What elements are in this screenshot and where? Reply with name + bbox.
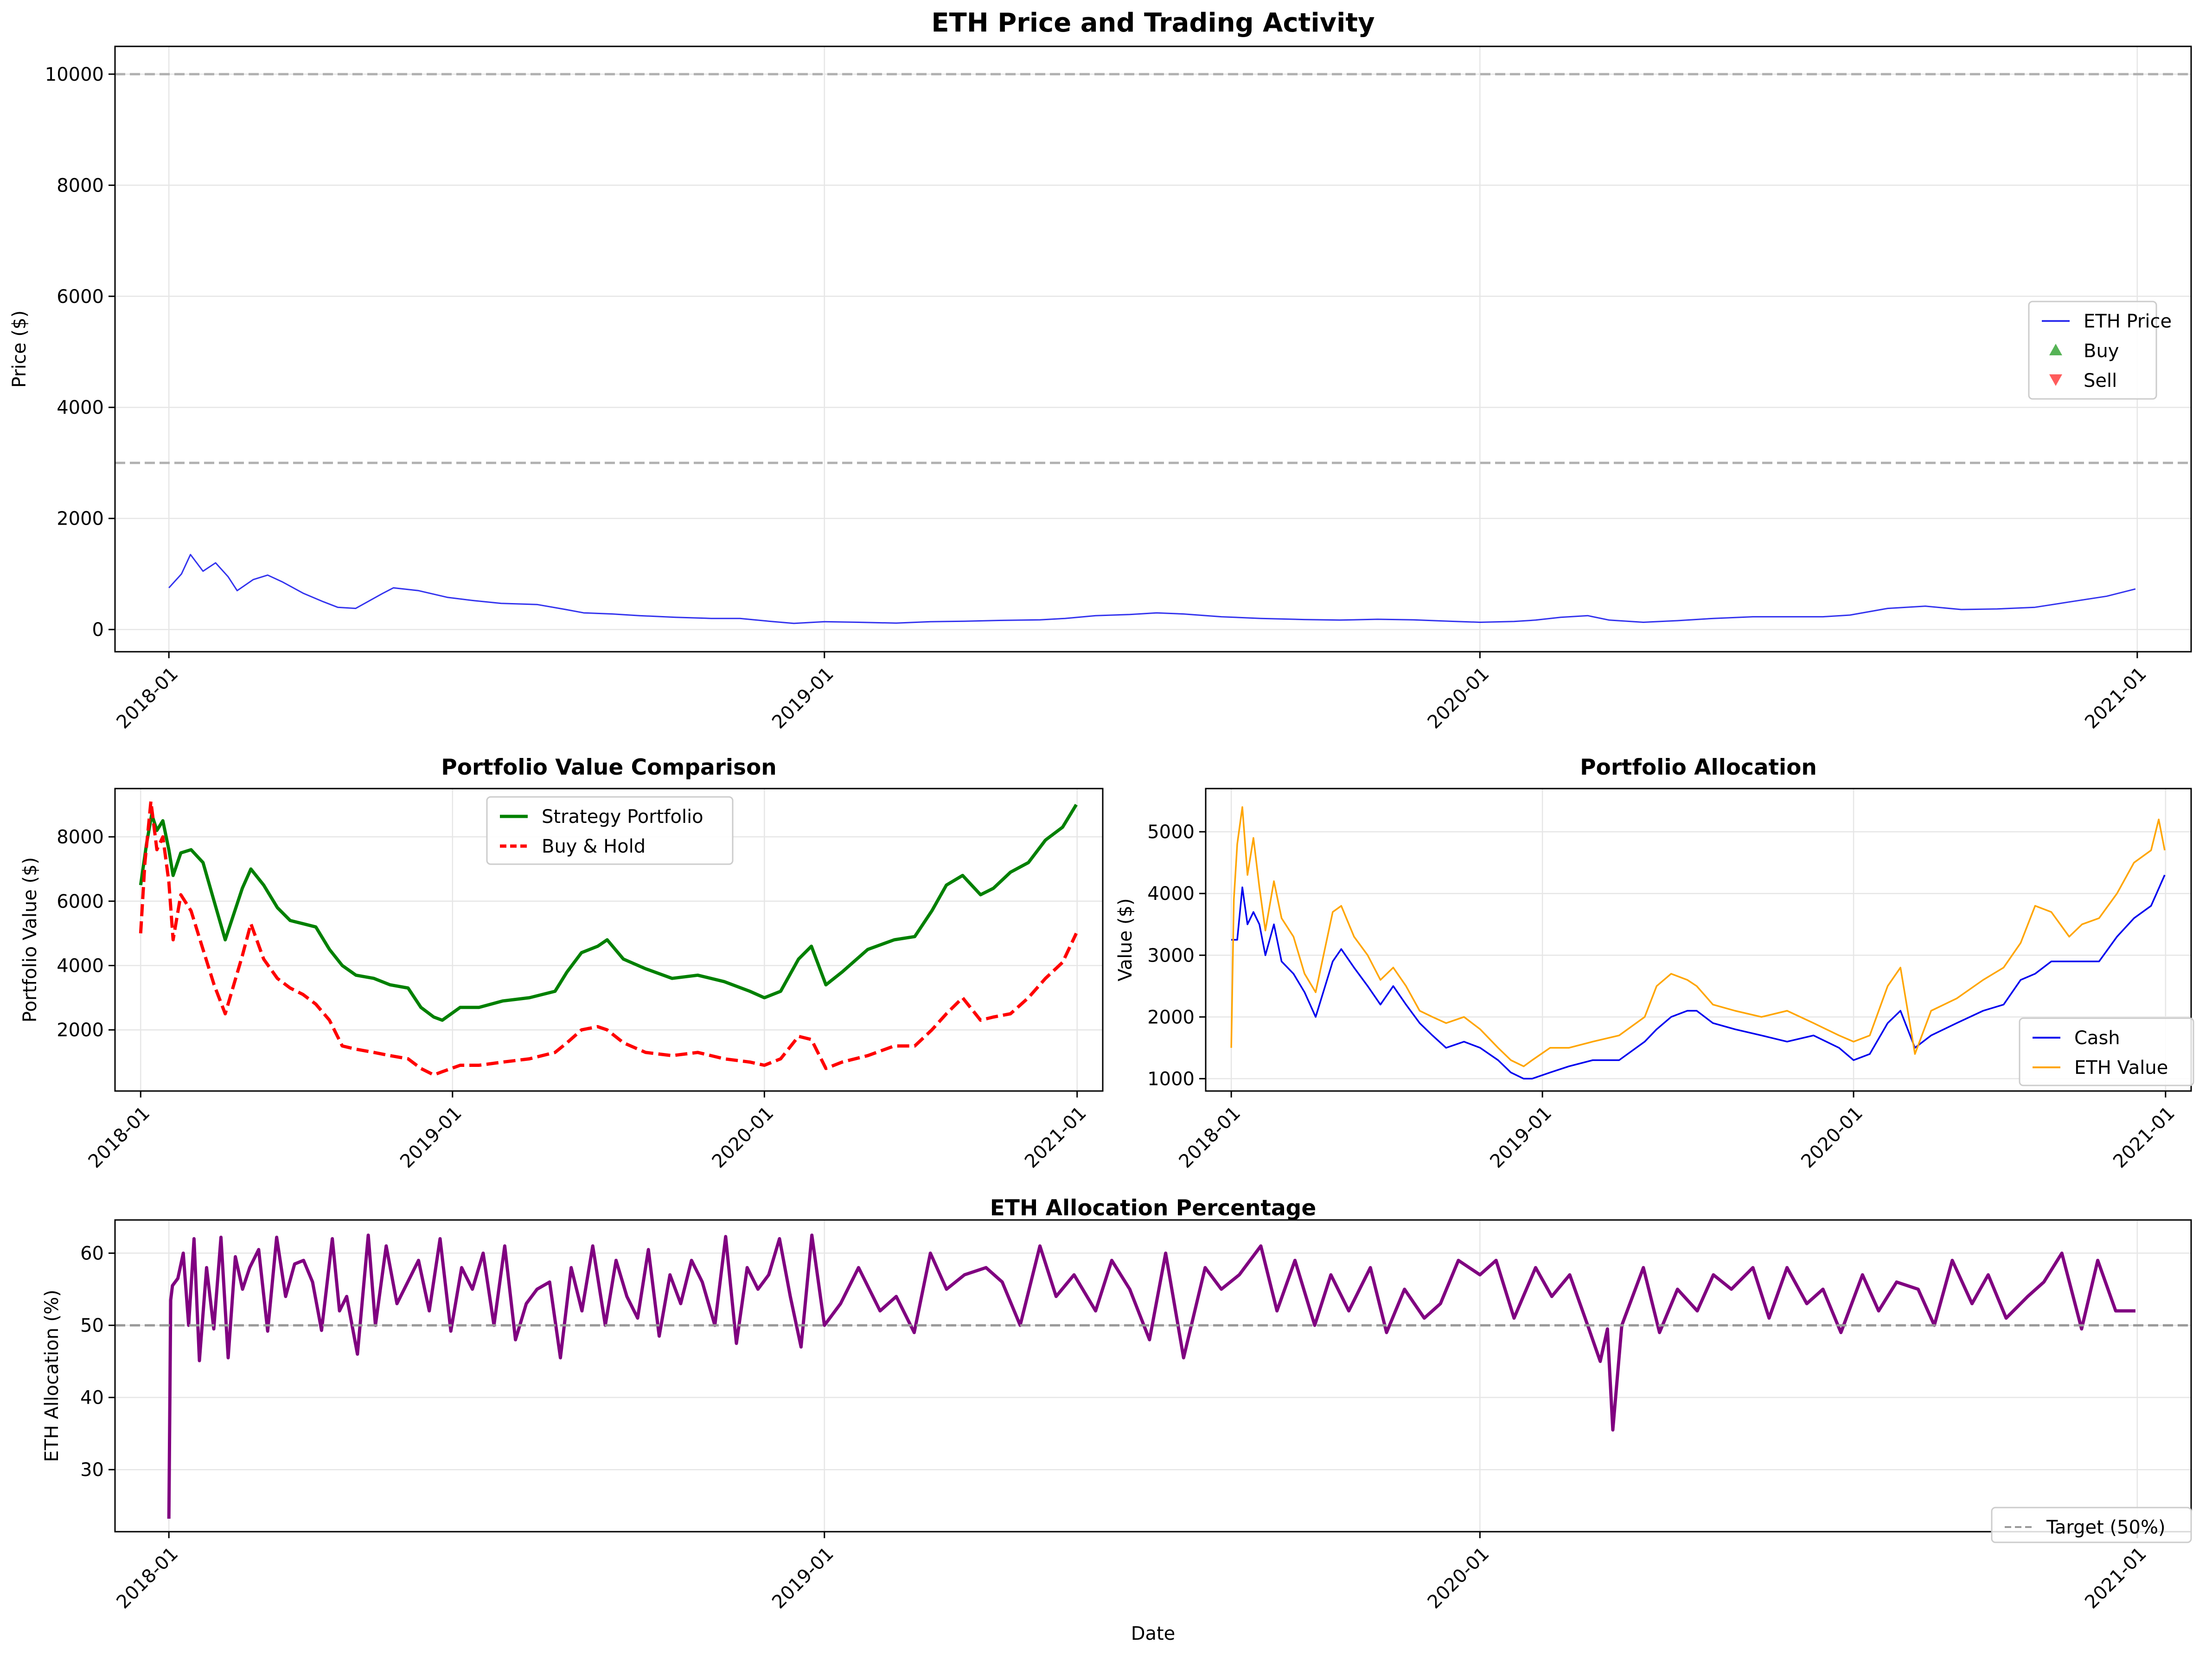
y-tick-label: 40 [80,1387,104,1409]
y-tick-label: 4000 [57,397,104,418]
y-tick-label: 60 [80,1243,104,1264]
axes-frame [1205,788,2192,1092]
legend-label: Buy [2084,340,2119,362]
y-axis-label: Value ($) [1115,898,1136,981]
y-tick-label: 8000 [57,175,104,196]
legend-label: Target (50%) [2046,1517,2166,1538]
eth-price-line [168,554,2136,624]
legend-label: ETH Value [2074,1057,2168,1078]
legend: ETH Price Buy Sell [2028,301,2172,400]
legend: Target (50%) [1991,1507,2192,1543]
y-tick-label: 5000 [1147,822,1195,843]
y-axis-label: Price ($) [9,310,30,388]
legend-label: Buy & Hold [542,836,646,857]
legend: Strategy Portfolio Buy & Hold [486,796,734,865]
y-tick-label: 6000 [57,286,104,308]
legend-box [2019,1017,2194,1086]
legend-label: ETH Price [2084,311,2172,332]
strategy-portfolio-line [139,803,1078,1022]
y-tick-label: 50 [80,1315,104,1336]
y-tick-label: 2000 [1147,1007,1195,1028]
legend-label: Cash [2074,1027,2120,1049]
y-tick-label: 1000 [1147,1068,1195,1090]
chart-title: ETH Price and Trading Activity [931,8,1375,38]
axes-frame [114,45,2192,653]
y-tick-label: 30 [80,1459,104,1481]
portfolio-value-panel: 2018-01 2019-01 2020-01 2021-01200040006000… [19,755,1104,1172]
legend-box [486,796,734,865]
eth-allocation-line [167,1233,2135,1519]
sell-marker-swatch [2049,374,2062,386]
y-tick-label: 2000 [57,508,104,530]
y-tick-label: 0 [92,619,104,641]
legend-box [1991,1507,2192,1543]
chart-title: Portfolio Allocation [1580,755,1817,780]
y-tick-label: 4000 [1147,883,1195,905]
axes-frame [114,1219,2192,1533]
legend-label: Sell [2084,370,2117,392]
y-tick-label: 3000 [1147,945,1195,966]
y-tick-label: 2000 [57,1020,104,1041]
buy-marker-swatch [2049,344,2062,355]
y-tick-label: 4000 [57,955,104,976]
eth-value-line [1230,806,2166,1067]
legend: Cash ETH Value [2019,1017,2194,1086]
y-axis-label: Portfolio Value ($) [19,857,41,1022]
legend-label: Strategy Portfolio [542,806,703,828]
x-axis-label: Date [1131,1623,1176,1644]
y-tick-label: 8000 [57,827,104,848]
axes-frame [114,788,1104,1092]
y-axis-label: ETH Allocation (%) [41,1290,63,1462]
cash-line [1231,874,2166,1080]
chart-title: ETH Allocation Percentage [990,1195,1316,1221]
y-tick-label: 10000 [45,64,104,85]
y-tick-label: 6000 [57,891,104,912]
chart-title: Portfolio Value Comparison [441,755,776,780]
